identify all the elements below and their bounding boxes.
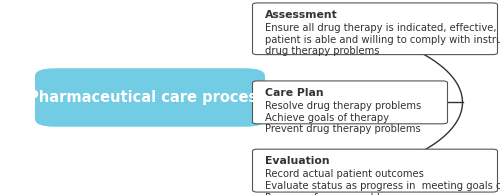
Text: Record actual patient outcomes: Record actual patient outcomes bbox=[265, 169, 424, 179]
Text: Care Plan: Care Plan bbox=[265, 88, 324, 98]
Text: Prevent drug therapy problems: Prevent drug therapy problems bbox=[265, 124, 421, 134]
FancyBboxPatch shape bbox=[252, 3, 498, 55]
Text: Pharmaceutical care process.: Pharmaceutical care process. bbox=[28, 90, 272, 105]
Text: drug therapy problems: drug therapy problems bbox=[265, 46, 380, 56]
Text: Resolve drug therapy problems: Resolve drug therapy problems bbox=[265, 101, 421, 111]
Text: Evaluation: Evaluation bbox=[265, 156, 330, 166]
Text: Reassess for new problems: Reassess for new problems bbox=[265, 193, 401, 195]
Text: Evaluate status as progress in  meeting goals of therapy: Evaluate status as progress in meeting g… bbox=[265, 181, 500, 191]
Text: Assessment: Assessment bbox=[265, 10, 338, 20]
FancyBboxPatch shape bbox=[252, 81, 448, 124]
FancyBboxPatch shape bbox=[35, 68, 265, 127]
Text: Achieve goals of therapy: Achieve goals of therapy bbox=[265, 113, 389, 123]
Text: Ensure all drug therapy is indicated, effective, safe, and: Ensure all drug therapy is indicated, ef… bbox=[265, 23, 500, 33]
FancyBboxPatch shape bbox=[252, 149, 498, 192]
Text: patient is able and willing to comply with instructions Identify: patient is able and willing to comply wi… bbox=[265, 35, 500, 45]
